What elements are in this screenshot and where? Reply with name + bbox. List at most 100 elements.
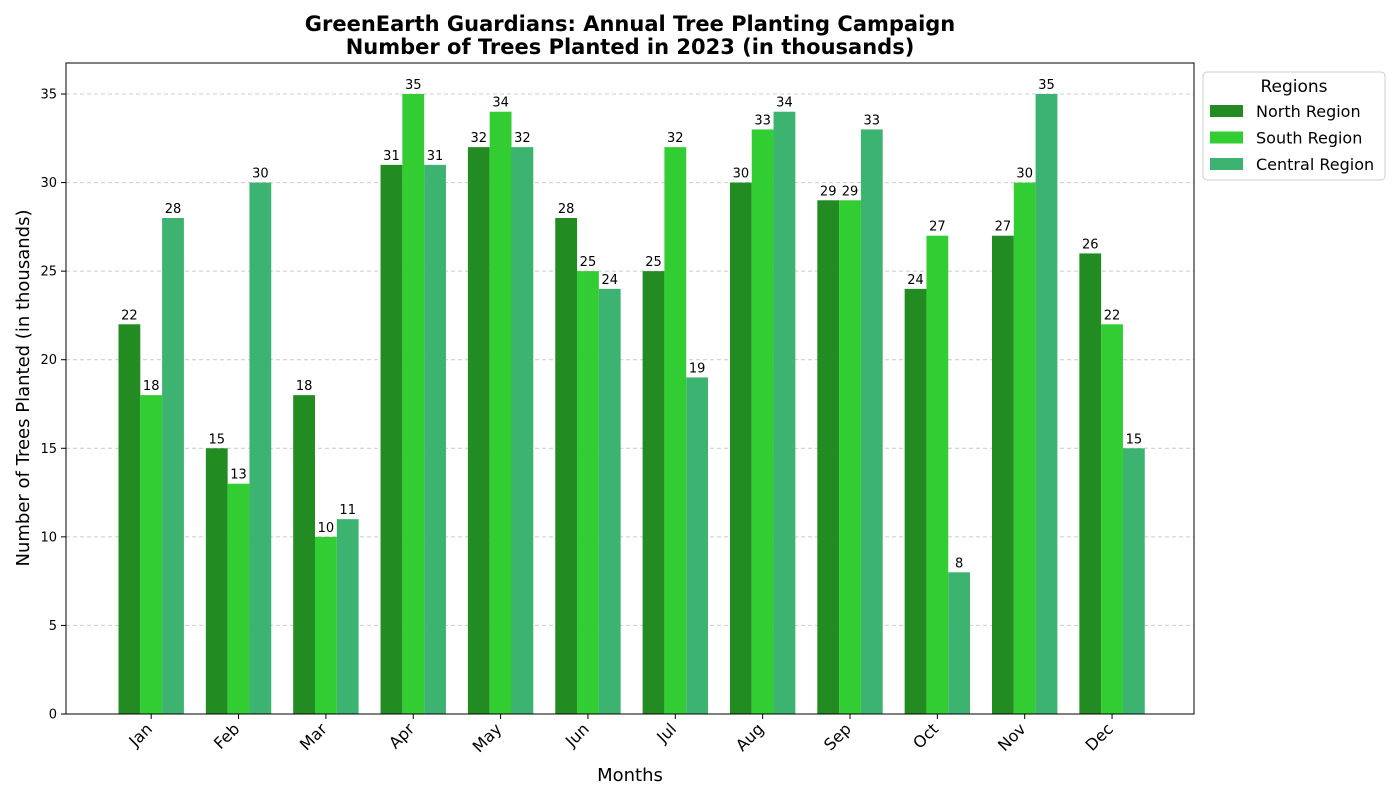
y-tick-label: 35: [40, 88, 57, 103]
bar-south-region-aug: [751, 129, 774, 714]
legend: Regions North Region South Region Central …: [1202, 71, 1386, 181]
x-tick-label: Sep: [820, 719, 855, 754]
x-tick-label: Feb: [210, 719, 243, 752]
bar-south-region-jan: [140, 395, 163, 714]
bar-south-region-oct: [926, 235, 949, 714]
bar-north-region-apr: [380, 164, 403, 714]
x-tick-label: Aug: [732, 719, 768, 755]
bar-value-label: 34: [776, 96, 793, 111]
bar-central-region-jun: [598, 288, 621, 714]
y-tick-label: 20: [40, 353, 57, 368]
bar-north-region-sep: [817, 200, 840, 715]
chart-title: GreenEarth Guardians: Annual Tree Planti…: [305, 12, 956, 59]
bar-value-label: 15: [208, 432, 225, 447]
bar-central-region-may: [511, 147, 534, 715]
y-axis-ticks: 0 5 10 15 20 25 30 35: [40, 88, 66, 723]
bar-north-region-jun: [555, 218, 578, 714]
x-tick-label: Dec: [1082, 719, 1117, 754]
x-tick-label: Oct: [909, 719, 942, 752]
bar-value-label: 30: [1016, 167, 1033, 182]
bar-south-region-nov: [1013, 182, 1036, 715]
bar-value-label: 8: [955, 556, 963, 571]
bar-value-label: 10: [318, 521, 335, 536]
bar-central-region-dec: [1122, 448, 1145, 714]
x-tick-label: Apr: [385, 719, 418, 752]
bar-value-label: 13: [230, 468, 247, 483]
bar-value-label: 28: [558, 202, 575, 217]
legend-swatch-south-region: [1210, 131, 1243, 144]
bar-value-label: 33: [864, 113, 881, 128]
bar-value-label: 35: [1038, 78, 1055, 93]
chart-title-line-1: GreenEarth Guardians: Annual Tree Planti…: [305, 12, 956, 36]
bar-south-region-jul: [664, 147, 687, 715]
bar-south-region-feb: [227, 483, 250, 714]
bar-central-region-oct: [948, 572, 971, 714]
bar-value-label: 24: [907, 273, 924, 288]
bar-value-label: 18: [143, 379, 160, 394]
bar-value-label: 33: [754, 113, 771, 128]
legend-frame: [1202, 71, 1386, 181]
bar-south-region-apr: [402, 94, 425, 714]
bar-value-labels: 22 18 28 15 13 30 18 10 11 31 35 31 32 34 32 28 25 24 25 32…: [121, 78, 1142, 571]
bar-south-region-jun: [577, 271, 599, 714]
y-tick-label: 15: [40, 442, 57, 457]
bar-north-region-nov: [992, 235, 1014, 714]
bar-value-label: 25: [645, 255, 662, 270]
x-tick-label: Mar: [296, 719, 331, 754]
bar-value-label: 19: [689, 361, 706, 376]
bar-south-region-mar: [315, 536, 337, 714]
bar-value-label: 22: [1104, 308, 1121, 323]
bar-value-label: 30: [252, 167, 269, 182]
bar-north-region-may: [467, 147, 490, 715]
bar-value-label: 25: [580, 255, 597, 270]
bar-value-label: 18: [296, 379, 313, 394]
bar-north-region-oct: [904, 288, 927, 714]
y-axis-label: Number of Trees Planted (in thousands): [13, 210, 34, 567]
bar-north-region-dec: [1079, 253, 1102, 714]
bar-north-region-jan: [118, 324, 141, 714]
bar-central-region-aug: [773, 111, 796, 714]
y-tick-label: 30: [40, 176, 57, 191]
bar-value-label: 26: [1082, 237, 1099, 252]
chart-title-line-2: Number of Trees Planted in 2023 (in thou…: [346, 35, 915, 59]
bar-central-region-sep: [860, 129, 883, 714]
x-tick-label: Jul: [652, 719, 680, 747]
bar-value-label: 32: [667, 131, 684, 146]
bar-value-label: 27: [929, 220, 946, 235]
bar-central-region-apr: [424, 164, 446, 714]
bar-central-region-feb: [249, 182, 272, 715]
x-tick-label: Jun: [561, 719, 593, 751]
bar-north-region-jul: [642, 271, 665, 714]
bar-central-region-jan: [162, 218, 184, 714]
legend-swatch-north-region: [1210, 105, 1243, 117]
x-tick-label: Jan: [124, 719, 156, 751]
bar-value-label: 11: [339, 503, 356, 518]
legend-label-north-region: North Region: [1256, 102, 1361, 121]
bar-value-label: 29: [820, 184, 837, 199]
x-tick-label: Nov: [994, 719, 1030, 755]
bar-value-label: 28: [165, 202, 182, 217]
x-axis-ticks: Jan Feb Mar Apr May Jun Jul Aug Sep Oct Nov Dec: [124, 714, 1117, 756]
bar-central-region-mar: [336, 519, 359, 714]
bar-central-region-jul: [686, 377, 708, 714]
bar-value-label: 22: [121, 308, 138, 323]
bar-value-label: 30: [733, 167, 750, 182]
y-tick-label: 10: [40, 530, 57, 545]
bar-value-label: 15: [1126, 432, 1143, 447]
bar-north-region-mar: [293, 395, 315, 714]
bar-value-label: 32: [514, 131, 531, 146]
legend-title: Regions: [1260, 77, 1327, 97]
bar-value-label: 29: [842, 184, 859, 199]
bar-south-region-sep: [839, 200, 861, 715]
x-axis-label: Months: [597, 765, 663, 786]
y-tick-label: 5: [49, 619, 57, 634]
x-tick-label: May: [469, 719, 506, 756]
y-tick-label: 0: [49, 708, 57, 723]
bar-value-label: 34: [492, 96, 509, 111]
bar-value-label: 27: [995, 220, 1012, 235]
bar-value-label: 31: [383, 149, 400, 164]
bar-central-region-nov: [1035, 94, 1058, 714]
legend-label-south-region: South Region: [1256, 129, 1362, 148]
